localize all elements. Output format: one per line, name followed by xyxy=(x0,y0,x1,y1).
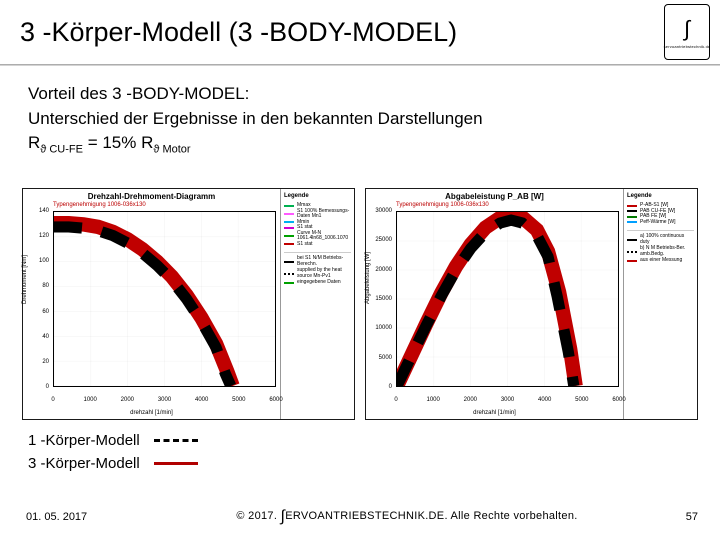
title-rule xyxy=(0,64,720,66)
chart-left-svg xyxy=(54,212,275,386)
chart-right-area xyxy=(396,211,619,387)
chart-left-legend-bottom: bei S1 N/M Betriebs-Berechn.supplied by … xyxy=(284,252,351,287)
legend-item: Curve M-N 1061.4ln68_1006.1070 xyxy=(284,231,351,242)
legend-item: bei S1 N/M Betriebs-Berechn. xyxy=(284,256,351,267)
chart-right-title: Abgabeleistung P_AB [W] xyxy=(366,192,623,201)
footer-center: © 2017. ∫ERVOANTRIEBSTECHNIK.DE. Alle Re… xyxy=(156,508,658,526)
footer: 01. 05. 2017 © 2017. ∫ERVOANTRIEBSTECHNI… xyxy=(26,508,698,526)
model-legend: 1 -Körper-Modell 3 -Körper-Modell xyxy=(28,432,198,478)
chart-right-svg xyxy=(397,212,618,386)
chart-right-legend-items: P-AB-S1 [W]PAB CU-FE [W]PAB FE [W]Peff-W… xyxy=(627,203,694,225)
slide: 3 -Körper-Modell (3 -BODY-MODEL) ∫ servo… xyxy=(0,0,720,540)
legend-item: S1 100% Bemessungs-Daten Mn1 xyxy=(284,209,351,220)
chart-right-ylabel: Abgabeleistung [W] xyxy=(365,252,371,304)
dashed-swatch-icon xyxy=(154,439,198,442)
legend-item: aus einer Messung xyxy=(627,258,694,264)
one-body-row: 1 -Körper-Modell xyxy=(28,432,198,449)
chart-right-sub: Typengenehmigung 1006-036x130 xyxy=(396,202,489,208)
legend-item: b) N M Betriebs-Ber. amb.Bedg. xyxy=(627,246,694,257)
chart-left-plot: Drehzahl-Drehmoment-Diagramm Typengenehm… xyxy=(23,189,280,419)
title-bar: 3 -Körper-Modell (3 -BODY-MODEL) xyxy=(0,0,720,64)
chart-left-title: Drehzahl-Drehmoment-Diagramm xyxy=(23,192,280,201)
chart-left-legend: Legende MmaxS1 100% Bemessungs-Daten Mn1… xyxy=(280,189,354,419)
legend-title: Legende xyxy=(284,193,351,199)
legend-item: eingegebene Daten xyxy=(284,280,351,286)
one-body-label: 1 -Körper-Modell xyxy=(28,432,140,449)
chart-left-legend-items: MmaxS1 100% Bemessungs-Daten Mn1MminS1 s… xyxy=(284,203,351,247)
legend-title: Legende xyxy=(627,193,694,199)
legend-item: a) 100% continuous duty xyxy=(627,234,694,245)
chart-left-xlabel: drehzahl [1/min] xyxy=(23,410,280,416)
chart-left-ylabel: Drehmoment [Nm] xyxy=(22,255,28,304)
slide-title: 3 -Körper-Modell (3 -BODY-MODEL) xyxy=(20,17,457,48)
footer-date: 01. 05. 2017 xyxy=(26,511,156,523)
chart-right-xlabel: drehzahl [1/min] xyxy=(366,410,623,416)
logo-subtext: servoantriebstechnik.de xyxy=(664,44,711,49)
brand-logo: ∫ servoantriebstechnik.de xyxy=(664,4,710,60)
legend-item: supplied by the heat source Mn-Pv1 xyxy=(284,268,351,279)
chart-left-xticks: 0100020003000400050006000 xyxy=(53,397,276,407)
chart-right-legend: Legende P-AB-S1 [W]PAB CU-FE [W]PAB FE [… xyxy=(623,189,697,419)
three-body-row: 3 -Körper-Modell xyxy=(28,455,198,472)
body-text: Vorteil des 3 -BODY-MODEL: Unterschied d… xyxy=(28,82,700,159)
integral-icon: ∫ xyxy=(684,16,690,42)
three-body-label: 3 -Körper-Modell xyxy=(28,455,140,472)
footer-page: 57 xyxy=(658,511,698,523)
chart-right-plot: Abgabeleistung P_AB [W] Typengenehmigung… xyxy=(366,189,623,419)
line-1: Vorteil des 3 -BODY-MODEL: xyxy=(28,82,700,107)
line-3: Rϑ CU-FE = 15% Rϑ Motor xyxy=(28,131,700,158)
chart-right-yticks: 050001000015000200002500030000 xyxy=(372,211,394,387)
chart-right: Abgabeleistung P_AB [W] Typengenehmigung… xyxy=(365,188,698,420)
chart-right-xticks: 0100020003000400050006000 xyxy=(396,397,619,407)
chart-left: Drehzahl-Drehmoment-Diagramm Typengenehm… xyxy=(22,188,355,420)
line-2: Unterschied der Ergebnisse in den bekann… xyxy=(28,107,700,132)
legend-item: Peff-Wärme [W] xyxy=(627,220,694,226)
chart-left-sub: Typengenehmigung 1006-036x130 xyxy=(53,202,146,208)
chart-right-legend-bottom: a) 100% continuous dutyb) N M Betriebs-B… xyxy=(627,230,694,265)
chart-left-yticks: 020406080100120140 xyxy=(29,211,51,387)
solid-swatch-icon xyxy=(154,462,198,465)
legend-item: S1 stat xyxy=(284,242,351,248)
charts-row: Drehzahl-Drehmoment-Diagramm Typengenehm… xyxy=(22,188,698,420)
chart-left-area xyxy=(53,211,276,387)
